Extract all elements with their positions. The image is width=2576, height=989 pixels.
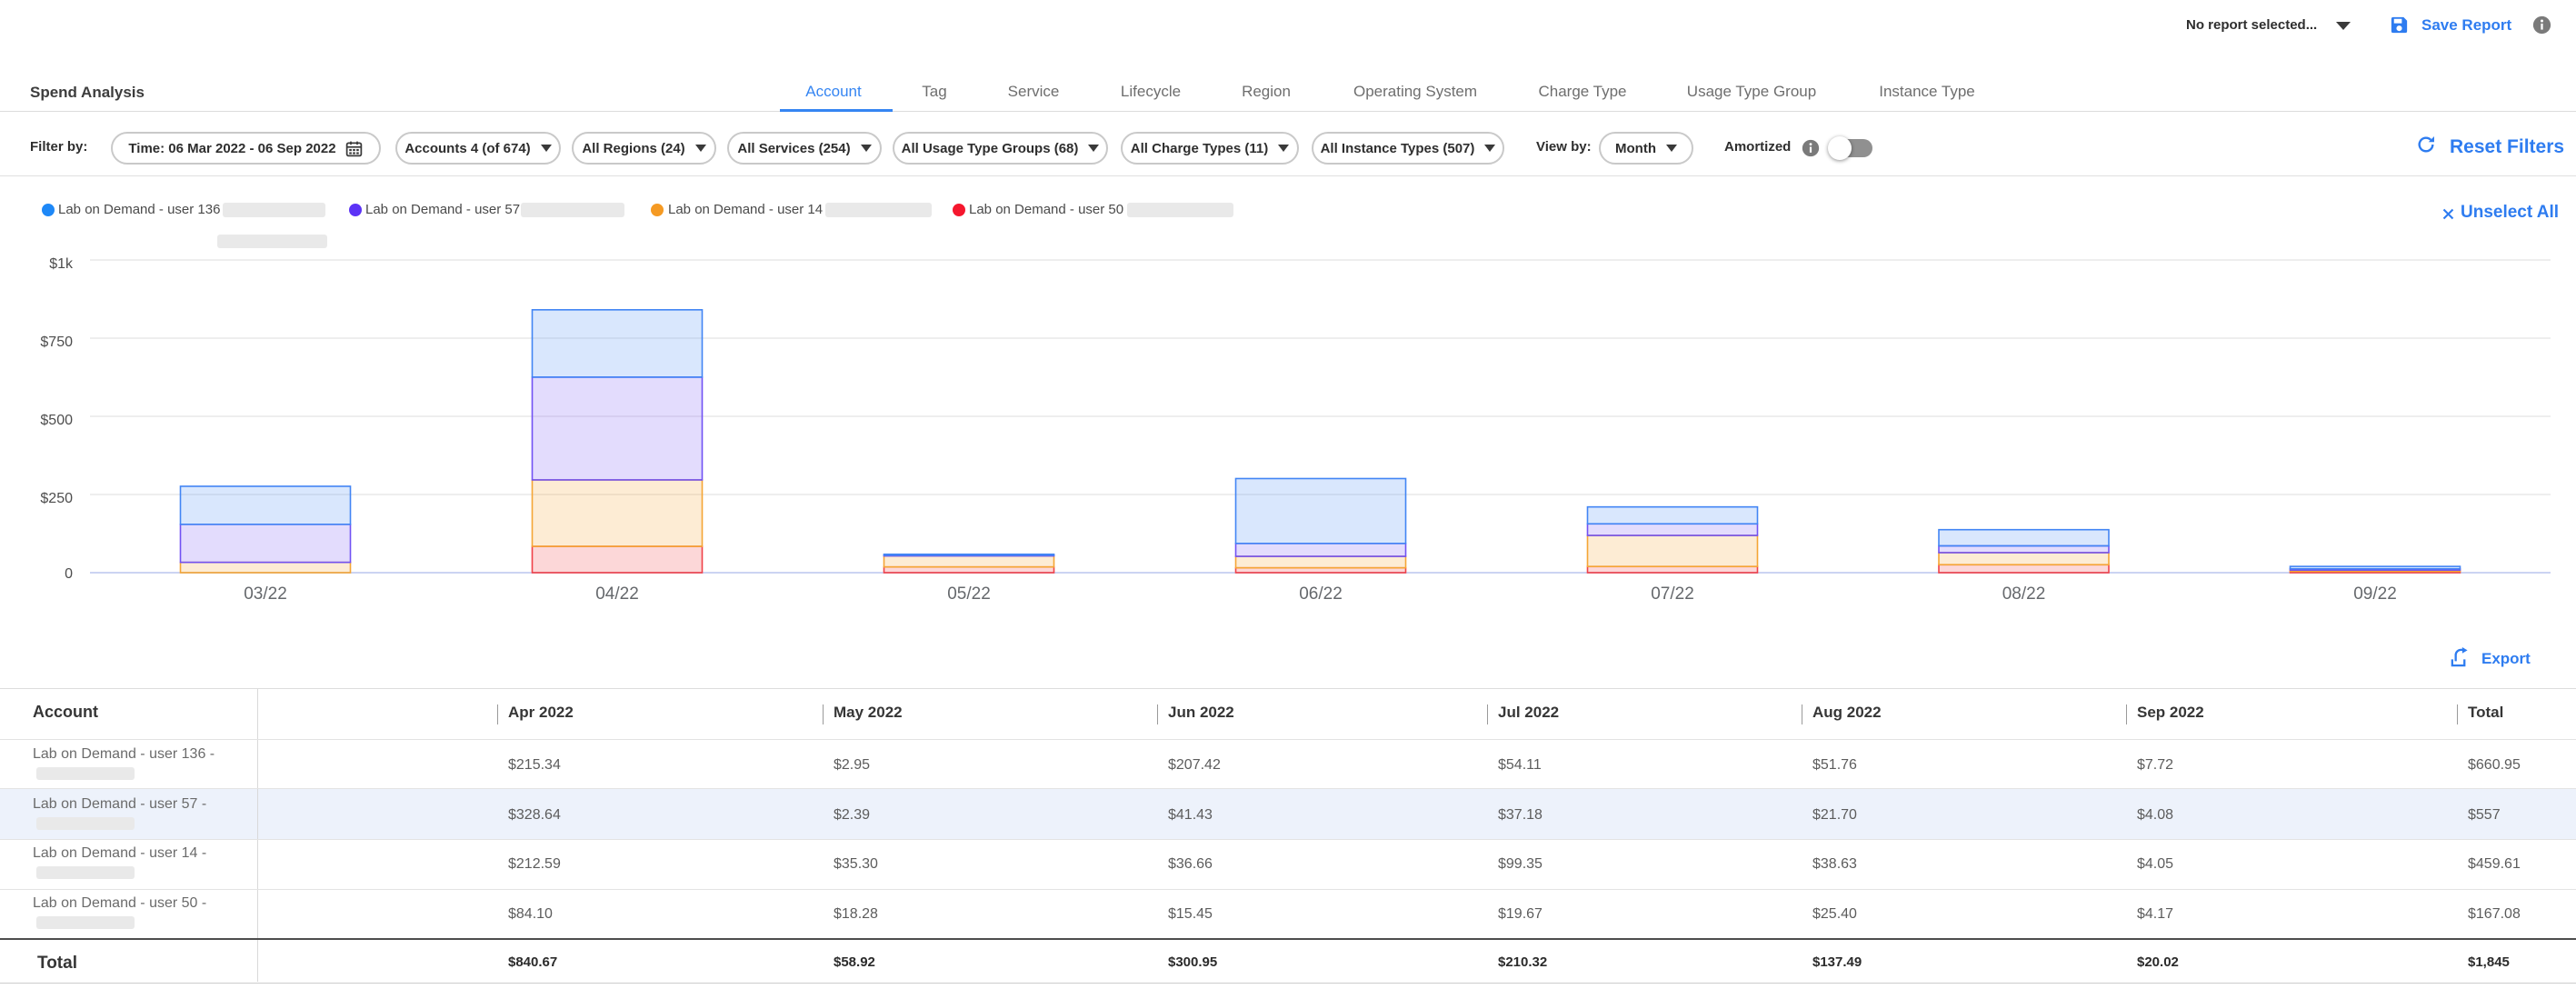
svg-text:04/22: 04/22 (595, 584, 639, 604)
svg-text:09/22: 09/22 (2353, 584, 2397, 604)
svg-text:0: 0 (65, 566, 73, 582)
svg-text:03/22: 03/22 (244, 584, 287, 604)
svg-text:$500: $500 (40, 413, 73, 428)
svg-text:$1k: $1k (49, 256, 74, 272)
svg-text:07/22: 07/22 (1651, 584, 1694, 604)
svg-text:08/22: 08/22 (2002, 584, 2046, 604)
svg-text:05/22: 05/22 (947, 584, 991, 604)
svg-text:$750: $750 (40, 335, 73, 350)
svg-text:$250: $250 (40, 491, 73, 506)
svg-text:06/22: 06/22 (1299, 584, 1343, 604)
